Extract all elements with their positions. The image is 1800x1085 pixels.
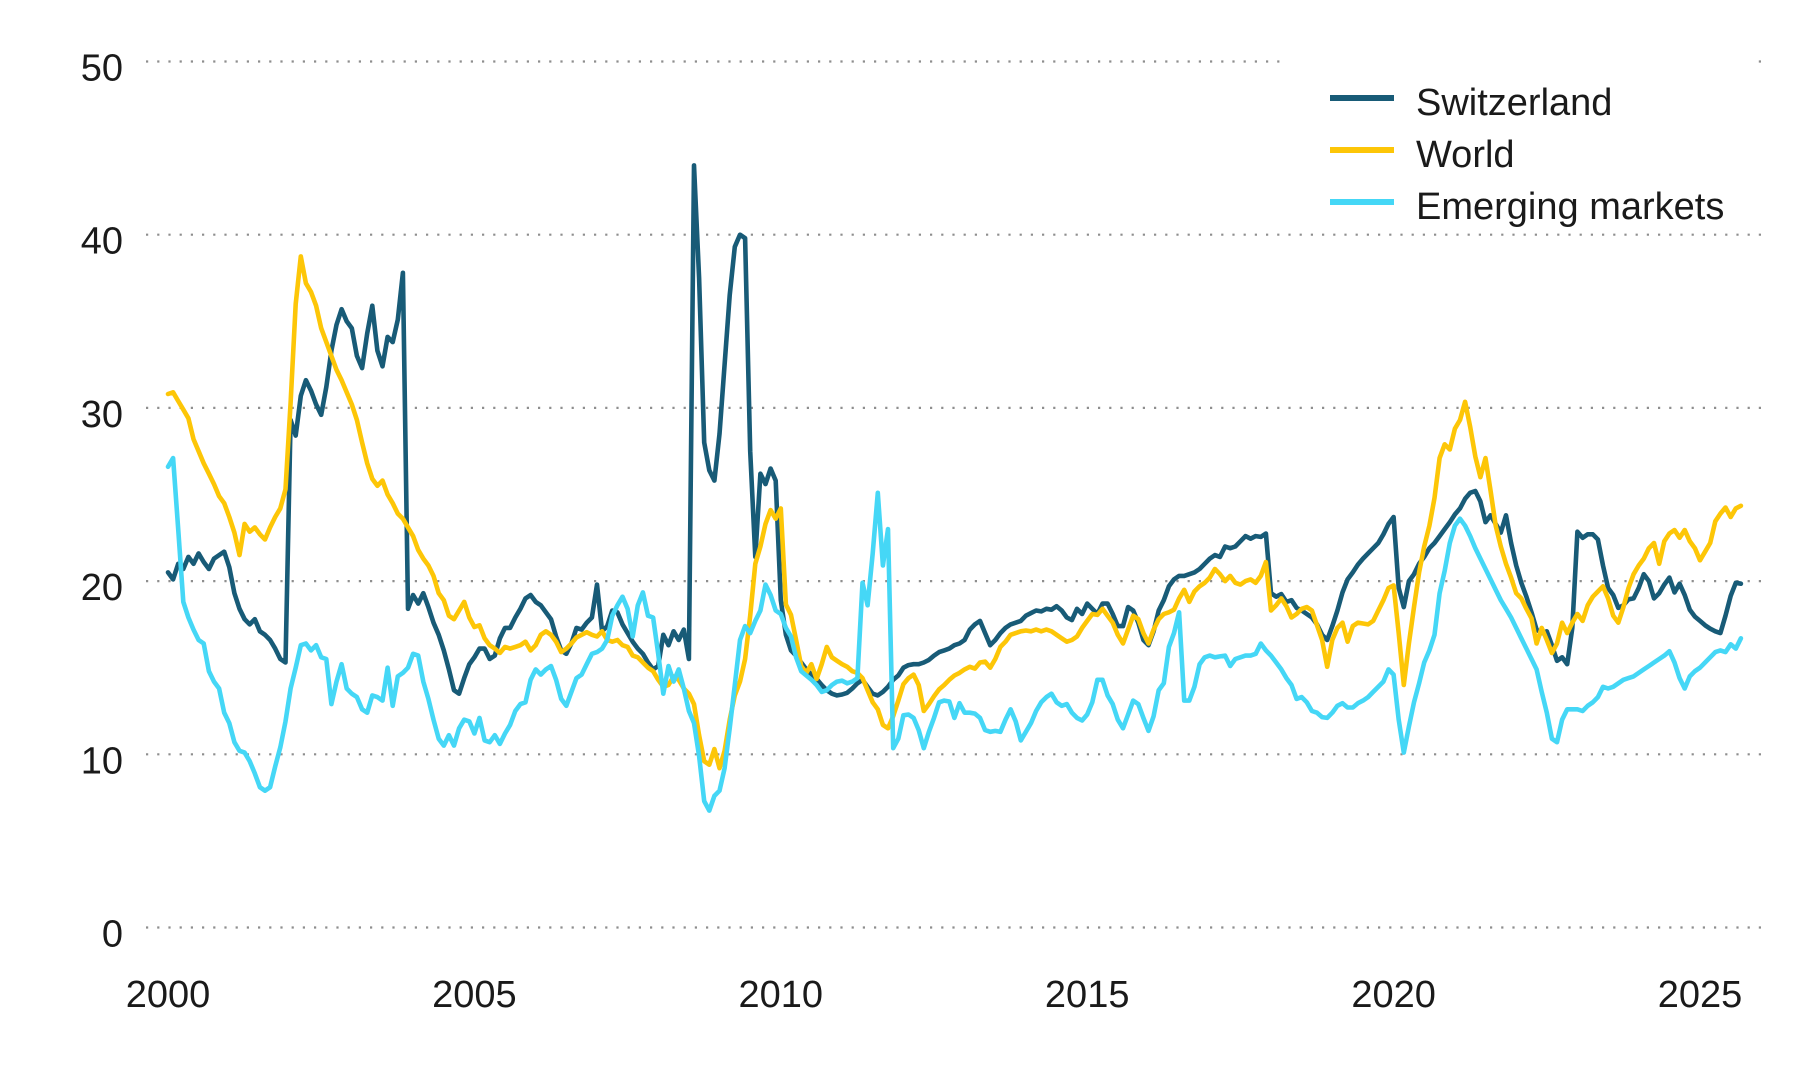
svg-text:2005: 2005 bbox=[432, 974, 517, 1016]
svg-text:2010: 2010 bbox=[739, 974, 824, 1016]
svg-text:40: 40 bbox=[81, 221, 123, 263]
svg-text:2020: 2020 bbox=[1351, 974, 1436, 1016]
svg-text:2000: 2000 bbox=[126, 974, 211, 1016]
svg-text:2015: 2015 bbox=[1045, 974, 1130, 1016]
svg-text:Switzerland: Switzerland bbox=[1416, 82, 1612, 124]
svg-text:World: World bbox=[1416, 134, 1515, 176]
svg-text:30: 30 bbox=[81, 394, 123, 436]
svg-text:50: 50 bbox=[81, 48, 123, 90]
svg-text:0: 0 bbox=[102, 914, 123, 956]
svg-text:20: 20 bbox=[81, 567, 123, 609]
svg-text:10: 10 bbox=[81, 740, 123, 782]
svg-text:Emerging markets: Emerging markets bbox=[1416, 186, 1724, 228]
svg-text:2025: 2025 bbox=[1658, 974, 1743, 1016]
